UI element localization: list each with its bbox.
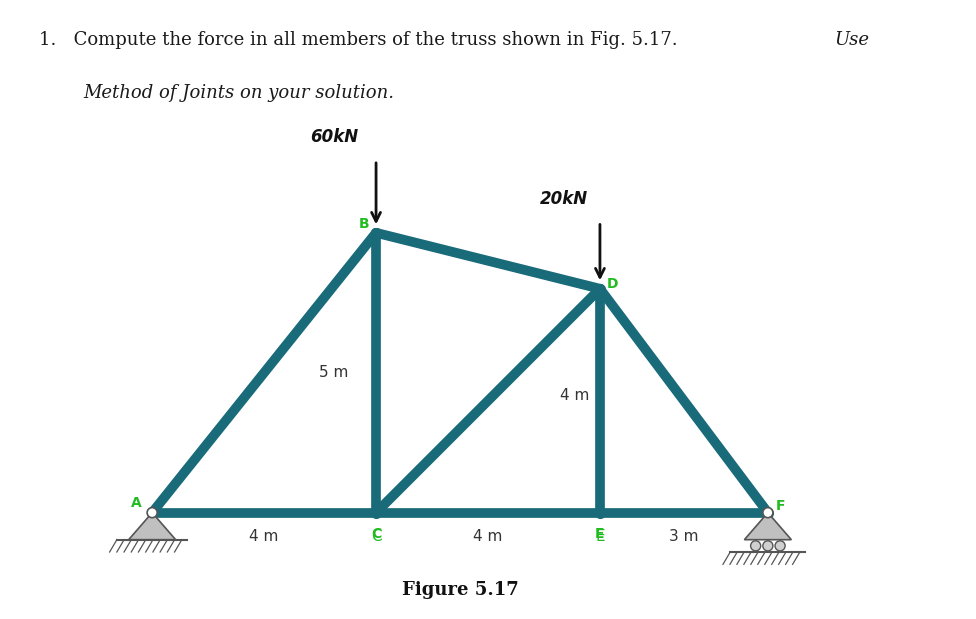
Polygon shape: [129, 513, 176, 540]
Circle shape: [751, 541, 760, 551]
Text: Method of Joints on your solution.: Method of Joints on your solution.: [83, 84, 394, 102]
Text: F: F: [775, 499, 785, 513]
Text: 3 m: 3 m: [670, 529, 699, 543]
Circle shape: [147, 508, 157, 517]
Circle shape: [763, 508, 773, 517]
Text: D: D: [606, 277, 618, 292]
Polygon shape: [745, 513, 792, 540]
Text: C: C: [371, 527, 382, 541]
Text: 1.   Compute the force in all members of the truss shown in Fig. 5.17.: 1. Compute the force in all members of t…: [39, 31, 683, 49]
Circle shape: [763, 541, 773, 551]
Text: A: A: [131, 496, 142, 509]
Text: E: E: [595, 527, 605, 541]
Circle shape: [775, 541, 785, 551]
Text: 4 m: 4 m: [473, 529, 503, 543]
Text: Use: Use: [834, 31, 870, 49]
Text: 20kN: 20kN: [540, 189, 588, 207]
Text: Figure 5.17: Figure 5.17: [402, 581, 518, 599]
Text: B: B: [358, 217, 369, 232]
Text: 4 m: 4 m: [560, 387, 590, 402]
Text: E: E: [595, 529, 605, 543]
Text: 4 m: 4 m: [250, 529, 279, 543]
Text: 5 m: 5 m: [319, 365, 348, 380]
Text: 60kN: 60kN: [310, 128, 358, 146]
Text: C: C: [371, 529, 382, 543]
